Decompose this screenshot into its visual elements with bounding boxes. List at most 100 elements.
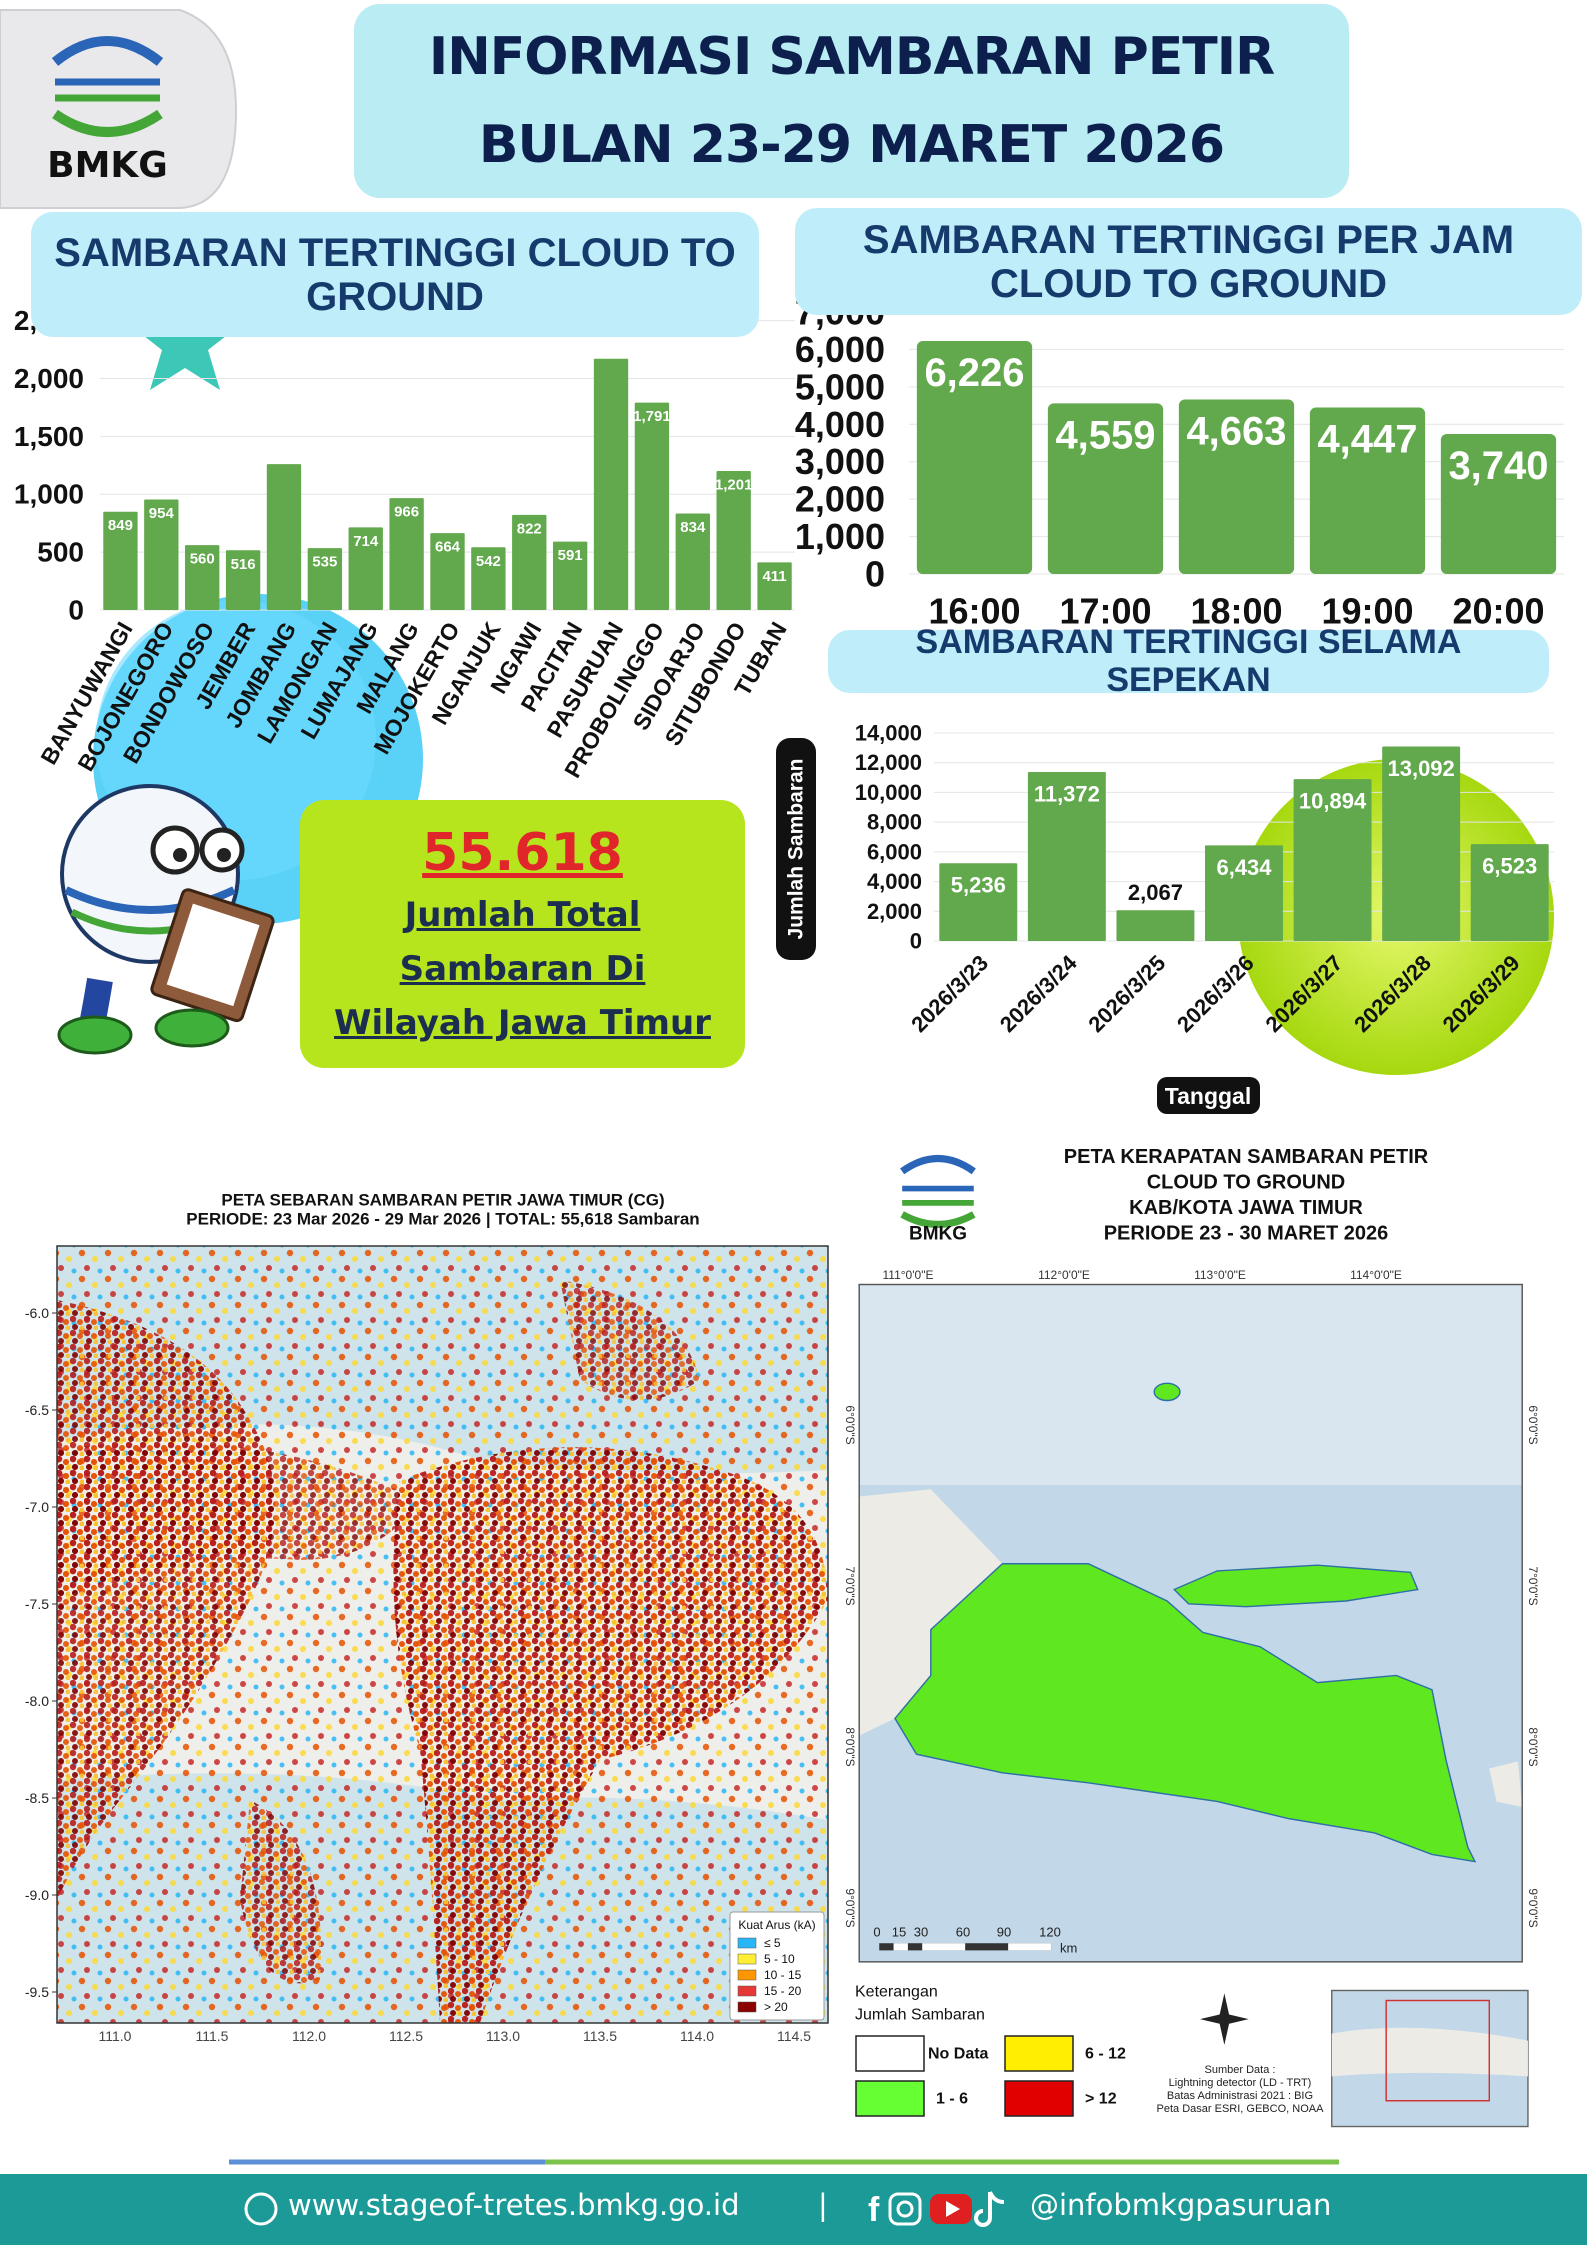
y-tick-label: 1,500 [14,421,84,452]
map-x-label: 112.5 [389,2028,423,2044]
map-legend-label: 5 - 10 [764,1952,795,1966]
x-tick-label: 2026/3/25 [1083,950,1170,1037]
map-x-label: 113.0 [486,2028,520,2044]
map-y-label: -8.5 [25,1790,49,1806]
map-y-label: -9.0 [25,1887,49,1903]
value-label: 4,663 [1186,409,1286,453]
y-tick-label: 2,000 [867,899,922,924]
footer-separator: | [818,2188,828,2222]
map-x-label: 114.0 [680,2028,714,2044]
legend-title: Keterangan [855,1984,938,2001]
map-y-label: 9°0'0"S [843,1888,857,1927]
value-label: 834 [680,519,706,536]
map-y-label: -9.5 [25,1984,49,2000]
value-label: 966 [394,504,419,521]
y-tick-label: 0 [910,929,922,954]
total-caption: Sambaran Di [399,949,646,989]
scale-unit: km [1060,1941,1077,1956]
map-y-label: -8.0 [25,1693,49,1709]
value-label: 1,201 [715,476,753,493]
scale-label: 0 [873,1925,880,1940]
bar [757,562,792,610]
bar [1205,845,1283,941]
value-label: 4,447 [1317,418,1417,462]
axis-label-badge [776,738,816,960]
map-title: PETA SEBARAN SAMBARAN PETIR JAWA TIMUR (… [221,1191,664,1210]
map-y-label: -7.5 [25,1596,49,1612]
value-label: 11,372 [1034,782,1100,807]
map-x-label: 111.5 [196,2028,229,2044]
value-label: 4,559 [1055,413,1155,457]
bar [266,464,302,610]
social-icons: f [868,2191,1005,2229]
y-tick-label: 0 [865,554,885,595]
map-legend-label: 10 - 15 [764,1968,802,1982]
map-subtitle: PERIODE: 23 Mar 2026 - 29 Mar 2026 | TOT… [186,1210,699,1229]
value-label: 954 [149,505,175,522]
map-title: PETA KERAPATAN SAMBARAN PETIR [1064,1146,1429,1168]
density-map [858,1154,1529,2128]
value-label: 591 [558,547,583,564]
bar [916,340,1033,574]
map-legend-label: 15 - 20 [764,1984,802,1998]
bar [1470,844,1549,941]
scale-label: 120 [1039,1925,1061,1940]
bar [1116,910,1195,941]
axis-label-badge [1157,1077,1260,1114]
legend-subtitle: Jumlah Sambaran [855,2007,985,2024]
header-title: BULAN 23-29 MARET 2026 [478,115,1225,175]
map-x-label: 112°0'0"E [1038,1268,1090,1282]
legend-label: 1 - 6 [936,2091,968,2108]
chart-title: SAMBARAN TERTINGGI CLOUD TO GROUND [31,212,759,337]
header-box: INFORMASI SAMBARAN PETIR BULAN 23-29 MAR… [354,4,1349,198]
value-label: 13,092 [1387,756,1454,781]
y-axis-label: Jumlah Sambaran [785,759,808,940]
map-x-label: 111.0 [99,2028,132,2044]
bar [552,541,588,610]
x-axis-label: Tanggal [1165,1083,1251,1109]
mascot [57,784,275,1055]
y-tick-label: 6,000 [795,329,885,370]
bar [348,527,383,610]
x-tick-label: 2026/3/26 [1172,950,1259,1037]
y-tick-label: 8,000 [867,810,922,835]
y-tick-label: 2,000 [14,363,84,394]
footer-website: www.stageof-tretes.bmkg.go.id [288,2188,740,2222]
map-y-label: 8°0'0"S [843,1727,857,1766]
map-y-label: 9°0'0"S [1526,1888,1540,1927]
bar [389,498,424,610]
map-legend-swatch [737,1953,757,1965]
logo-text: BMKG [47,145,168,186]
map-legend-label: ≤ 5 [764,1936,781,1950]
scale-label: 90 [997,1925,1011,1940]
scale-label: 30 [914,1925,928,1940]
bar [593,358,629,610]
y-tick-label: 12,000 [855,750,922,775]
total-value: 55.618 [422,823,623,883]
bar [225,550,261,610]
bar [1440,434,1557,574]
map-y-label: 8°0'0"S [1526,1727,1540,1766]
svg-text:f: f [868,2191,880,2229]
logo-mark [51,36,164,137]
legend-swatch [855,2080,925,2117]
bar [1382,746,1461,941]
value-label: 849 [108,517,133,534]
bar [430,533,465,610]
x-tick-label: 19:00 [1321,591,1413,632]
value-label: 6,523 [1482,854,1537,879]
map-legend-title: Kuat Arus (kA) [738,1918,815,1932]
map-title: KAB/KOTA JAWA TIMUR [1129,1197,1363,1219]
y-tick-label: 4,000 [867,869,922,894]
map-y-label: 6°0'0"S [1526,1405,1540,1444]
x-tick-label: 17:00 [1059,591,1151,632]
y-tick-label: 10,000 [855,780,922,805]
bar [716,470,751,610]
scale-label: 60 [956,1925,970,1940]
map-x-label: 111°0'0"E [883,1268,934,1282]
bar [103,511,138,610]
value-label: 822 [517,520,542,537]
value-label: 714 [353,533,379,550]
